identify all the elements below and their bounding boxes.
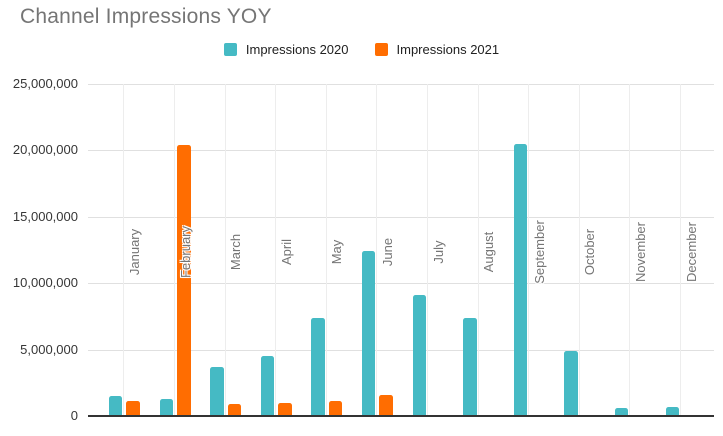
bar-impressions-2021-march bbox=[227, 404, 242, 416]
bar-impressions-2021-june bbox=[379, 394, 393, 416]
horizontal-gridline bbox=[88, 150, 714, 152]
vertical-gridline bbox=[224, 84, 226, 416]
x-axis-label-may: May bbox=[329, 239, 345, 265]
horizontal-gridline bbox=[88, 283, 714, 285]
x-axis-label-june: June bbox=[379, 237, 395, 267]
vertical-gridline bbox=[680, 84, 681, 416]
legend-item-impressions-2021: Impressions 2021 bbox=[374, 42, 500, 57]
vertical-gridline bbox=[629, 84, 631, 416]
bar-impressions-2020-january bbox=[108, 396, 123, 416]
bar-impressions-2020-may bbox=[311, 317, 325, 416]
bar-impressions-2020-december bbox=[665, 407, 679, 416]
vertical-gridline bbox=[477, 84, 479, 416]
vertical-gridline bbox=[123, 84, 125, 416]
x-axis-label-march: March bbox=[228, 233, 244, 271]
x-axis-label-december: December bbox=[683, 222, 699, 282]
y-axis-tick-label: 20,000,000 bbox=[12, 142, 78, 158]
horizontal-gridline bbox=[88, 349, 714, 351]
y-axis-tick-label: 10,000,000 bbox=[12, 275, 78, 291]
x-axis-label-october: October bbox=[582, 228, 598, 276]
bar-impressions-2021-february bbox=[177, 145, 191, 416]
bar-impressions-2020-april bbox=[260, 356, 275, 416]
x-axis-label-january: January bbox=[126, 228, 142, 276]
x-axis-label-august: August bbox=[481, 231, 497, 273]
vertical-gridline bbox=[275, 84, 277, 416]
bar-impressions-2021-january bbox=[126, 401, 140, 416]
x-axis-line bbox=[88, 415, 714, 417]
y-axis: 0 5,000,000 10,000,000 15,000,000 20,000,000… bbox=[0, 0, 78, 436]
x-axis-label-april: April bbox=[278, 238, 294, 266]
legend-swatch-icon bbox=[374, 43, 388, 56]
bar-impressions-2020-july bbox=[412, 295, 426, 416]
vertical-gridline bbox=[427, 84, 428, 416]
vertical-gridline bbox=[325, 84, 327, 416]
bar-impressions-2021-may bbox=[328, 401, 343, 416]
bar-impressions-2020-august bbox=[463, 317, 477, 416]
x-axis-label-july: July bbox=[430, 240, 446, 264]
plot-area: January February March April May June July Augu… bbox=[88, 84, 714, 417]
y-axis-tick-label: 5,000,000 bbox=[20, 341, 78, 357]
chart-title: Channel Impressions YOY bbox=[20, 5, 272, 28]
bar-impressions-2021-april bbox=[278, 402, 292, 416]
legend-swatch-icon bbox=[223, 43, 237, 56]
y-axis-tick-label: 25,000,000 bbox=[12, 76, 78, 91]
bar-impressions-2020-october bbox=[564, 350, 578, 416]
vertical-gridline bbox=[376, 84, 378, 416]
vertical-gridline bbox=[578, 84, 580, 416]
legend-label: Impressions 2020 bbox=[245, 42, 349, 57]
x-axis-label-september: September bbox=[531, 220, 547, 284]
horizontal-gridline bbox=[88, 216, 714, 218]
y-axis-tick-label: 15,000,000 bbox=[12, 208, 78, 224]
bar-impressions-2020-september bbox=[513, 143, 528, 416]
horizontal-gridline bbox=[88, 84, 714, 85]
bar-impressions-2020-june bbox=[361, 251, 376, 416]
vertical-gridline bbox=[528, 84, 530, 416]
y-axis-tick-label: 0 bbox=[70, 408, 78, 423]
bar-impressions-2020-february bbox=[159, 398, 173, 416]
x-axis-label-november: November bbox=[632, 222, 648, 282]
legend: Impressions 2020 Impressions 2021 bbox=[0, 42, 723, 57]
x-axis-label-february: February bbox=[177, 225, 193, 279]
bar-impressions-2020-november bbox=[614, 408, 629, 416]
bar-impressions-2020-march bbox=[210, 366, 224, 416]
legend-label: Impressions 2021 bbox=[396, 42, 500, 57]
vertical-gridline bbox=[174, 84, 175, 416]
legend-item-impressions-2020: Impressions 2020 bbox=[223, 42, 349, 57]
